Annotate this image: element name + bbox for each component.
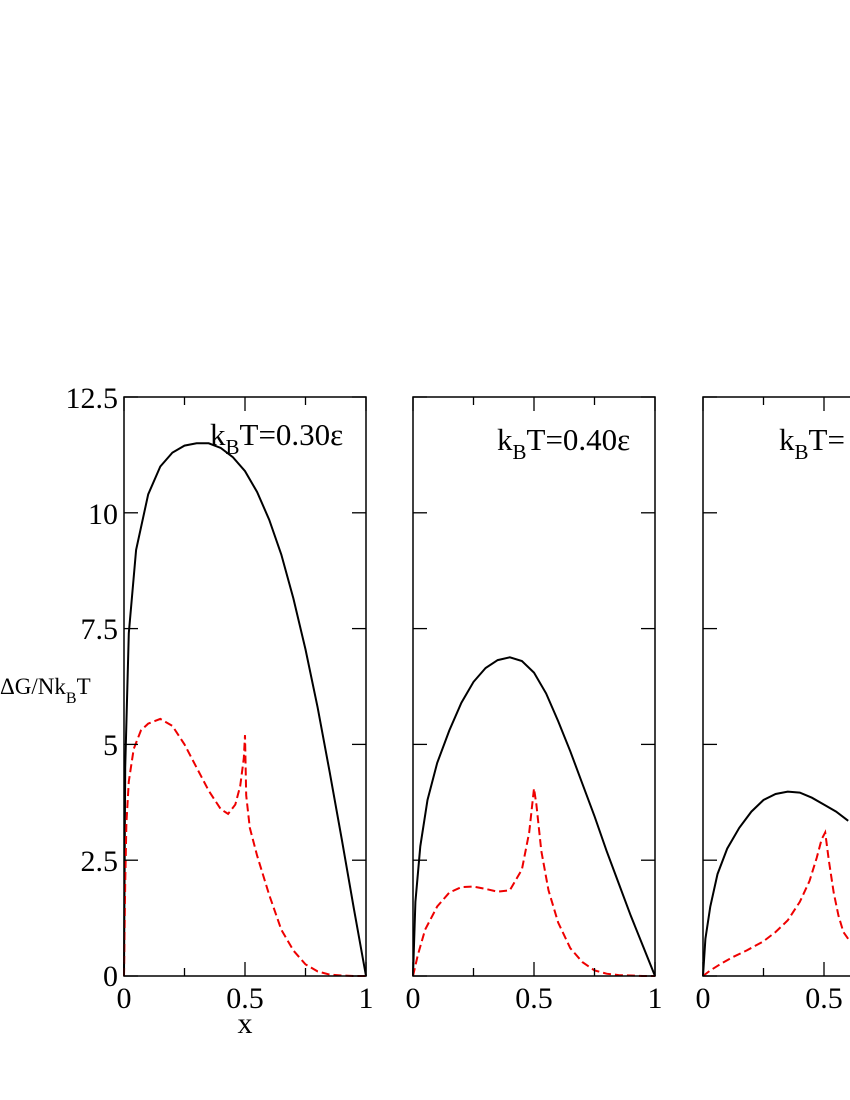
panel-2-frame <box>412 396 656 977</box>
panel-1-curves <box>123 442 367 977</box>
x-tick-label: 0 <box>117 982 132 1015</box>
panel-3: kBT= 0 0.5 <box>696 396 850 1015</box>
panel-3-dashed-curve <box>702 829 850 977</box>
y-axis-label: ΔG/NkBT <box>0 674 91 707</box>
y-tick-label: 10 <box>88 498 118 531</box>
panel-2-curves <box>412 656 656 977</box>
y-tick-label: 2.5 <box>81 845 119 878</box>
panel-3-curves <box>702 790 850 977</box>
x-axis-label: x <box>238 1007 253 1040</box>
panel-2-solid-curve <box>412 656 656 977</box>
panel-1-dashed-curve <box>123 717 366 977</box>
x-tick-label: 1 <box>648 982 663 1015</box>
panel-3-frame <box>702 396 850 977</box>
panel-2-temperature-label: kBT=0.40ε <box>497 422 630 464</box>
x-tick-label: 0.5 <box>805 982 843 1015</box>
panel-3-solid-curve <box>702 790 849 977</box>
x-tick-label: 0 <box>406 982 421 1015</box>
panel-1-frame <box>123 396 367 977</box>
x-tick-label: 1 <box>359 982 374 1015</box>
panel-2: kBT=0.40ε 0 0.5 1 <box>406 396 663 1015</box>
y-tick-label: 5 <box>103 729 118 762</box>
panel-1-solid-curve <box>123 442 367 977</box>
panel-1: kBT=0.30ε 0 2.5 5 7.5 10 12.5 0 0.5 1 <box>66 382 374 1015</box>
panel-3-temperature-label: kBT= <box>779 422 845 464</box>
y-tick-label: 0 <box>103 960 118 993</box>
panel-2-ticks <box>412 396 656 977</box>
x-tick-label: 0.5 <box>515 982 553 1015</box>
y-tick-label: 12.5 <box>66 382 119 415</box>
x-tick-label: 0 <box>696 982 711 1015</box>
panel-2-dashed-curve <box>412 788 655 977</box>
y-tick-label: 7.5 <box>81 613 119 646</box>
x-tick-label: 0.5 <box>226 982 264 1015</box>
panel-1-ticks <box>123 396 367 977</box>
panel-1-temperature-label: kBT=0.30ε <box>210 417 343 459</box>
